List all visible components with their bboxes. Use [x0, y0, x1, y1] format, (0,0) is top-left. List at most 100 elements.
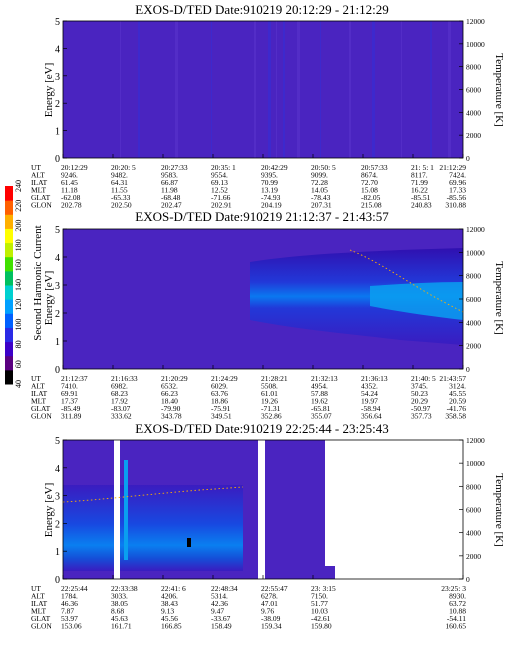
colorbar-tick-label: 140 — [14, 279, 23, 291]
orbit-cell: 14.05 — [311, 186, 328, 195]
ytick-label: 3 — [55, 492, 60, 503]
ytick-label: 1 — [55, 547, 60, 558]
orbit-cell: 53.97 — [61, 614, 78, 623]
ytick-label: 2 — [55, 309, 60, 320]
panel-2-yticks: 0 1 2 3 4 5 — [55, 225, 67, 376]
colorbar-ticks: 40 60 80 100 120 140 160 180 200 220 240 — [14, 180, 23, 388]
orbit-cell: 16.22 — [411, 186, 428, 195]
orbit-cell: 70.99 — [261, 178, 278, 187]
ytick-label: 5 — [55, 436, 60, 447]
orbit-cell: 349.51 — [211, 412, 232, 421]
y2tick-label: 6000 — [466, 506, 481, 515]
orbit-cell: 6982. — [111, 382, 128, 391]
orbit-cell: 10.88 — [449, 607, 466, 616]
orbit-row-label: ILAT — [31, 178, 48, 187]
y2tick-label: 6000 — [466, 86, 481, 95]
y2tick-label: 6000 — [466, 295, 481, 304]
orbit-cell: 158.49 — [211, 622, 232, 631]
orbit-cell: 38.05 — [111, 599, 128, 608]
orbit-cell: 57.88 — [311, 389, 328, 398]
orbit-cell: 18.86 — [211, 397, 228, 406]
orbit-cell: 45.63 — [111, 614, 128, 623]
panel-3-title: EXOS-D/TED Date:910219 22:25:44 - 23:25:… — [135, 421, 388, 436]
orbit-cell: 72.28 — [311, 178, 328, 187]
orbit-cell: 12.52 — [211, 186, 228, 195]
orbit-row-label: MLT — [31, 186, 47, 195]
panel-2: EXOS-D/TED Date:910219 21:12:37 - 21:43:… — [31, 209, 505, 421]
orbit-cell: 13.19 — [261, 186, 278, 195]
panel-2-y2ticks: 0 2000 4000 6000 8000 10000 12000 — [459, 225, 485, 374]
streak — [276, 21, 277, 158]
orbit-cell: 11.55 — [111, 186, 128, 195]
orbit-cell: 63.72 — [449, 599, 466, 608]
ytick-label: 1 — [55, 337, 60, 348]
ytick-label: 5 — [55, 17, 60, 28]
orbit-cell: 38.43 — [161, 599, 178, 608]
orbit-cell: 18.40 — [161, 397, 178, 406]
orbit-cell: 7424. — [449, 171, 466, 180]
y2tick-label: 12000 — [466, 17, 485, 26]
ytick-label: 4 — [55, 44, 60, 55]
y2tick-label: 12000 — [466, 225, 485, 234]
orbit-cell: 159.34 — [261, 622, 282, 631]
ytick-label: 4 — [55, 253, 60, 264]
orbit-cell: 8930. — [449, 592, 466, 601]
orbit-cell: 19.26 — [261, 397, 278, 406]
orbit-cell: 61.01 — [261, 389, 278, 398]
orbit-row-label: GLON — [31, 412, 52, 421]
orbit-cell: -33.67 — [211, 614, 231, 623]
orbit-row-label: ILAT — [31, 599, 48, 608]
colorbar-cell — [5, 369, 13, 385]
ytick-label: 2 — [55, 519, 60, 530]
orbit-row-label: MLT — [31, 397, 47, 406]
panel-1: EXOS-D/TED Date:910219 20:12:29 - 21:12:… — [31, 2, 505, 210]
colorbar-tick-label: 60 — [14, 360, 23, 368]
orbit-cell: 356.64 — [361, 412, 382, 421]
colorbar-cell — [5, 341, 13, 357]
colorbar-tick-label: 80 — [14, 340, 23, 348]
orbit-cell: 21: 5: 1 — [411, 163, 434, 172]
orbit-cell: 161.71 — [111, 622, 132, 631]
orbit-cell: 160.65 — [445, 622, 466, 631]
streak — [297, 21, 300, 158]
orbit-cell: -71.31 — [261, 404, 281, 413]
orbit-cell: -38.09 — [261, 614, 281, 623]
panel-2-y2label: Temperature [K] — [493, 261, 505, 334]
panel-3-spot — [187, 538, 191, 547]
colorbar-tick-label: 100 — [14, 319, 23, 331]
orbit-cell: 69.96 — [449, 178, 466, 187]
y2tick-label: 4000 — [466, 108, 481, 117]
panel-1-orbit-table: UTALTILATMLTGLATGLON20:12:299246.61.4511… — [31, 154, 466, 210]
orbit-cell: 21:20:29 — [161, 374, 188, 383]
y2tick-label: 2000 — [466, 552, 481, 561]
orbit-cell: 7.87 — [61, 607, 74, 616]
orbit-row-label: MLT — [31, 607, 47, 616]
y2tick-label: 4000 — [466, 529, 481, 538]
orbit-cell: 69.91 — [61, 389, 78, 398]
panel-3-y2ticks: 0 2000 4000 6000 8000 10000 12000 — [459, 436, 485, 584]
orbit-cell: 9.47 — [211, 607, 224, 616]
panel-3-dropout-b — [258, 440, 265, 579]
orbit-cell: 8674. — [361, 171, 378, 180]
orbit-cell: 358.58 — [445, 412, 466, 421]
streak — [430, 21, 432, 158]
orbit-cell: 17.33 — [449, 186, 466, 195]
orbit-cell: 54.24 — [361, 389, 378, 398]
y2tick-label: 0 — [466, 154, 470, 163]
orbit-cell: -85.49 — [61, 404, 81, 413]
orbit-cell: 22:33:38 — [111, 584, 138, 593]
panel-2-orbit-table: UTALTILATMLTGLATGLON21:12:377410.69.9117… — [31, 365, 466, 421]
orbit-cell: -62.08 — [61, 193, 81, 202]
y2tick-label: 8000 — [466, 482, 481, 491]
panel-3-plasma-region — [63, 485, 243, 571]
orbit-row-label: ALT — [31, 171, 45, 180]
orbit-cell: 17.92 — [111, 397, 128, 406]
orbit-cell: 72.70 — [361, 178, 378, 187]
orbit-cell: 20:57:33 — [361, 163, 388, 172]
y2tick-label: 4000 — [466, 318, 481, 327]
panel-2-ylabel: Energy [eV] — [43, 271, 55, 325]
colorbar-cell — [5, 228, 13, 244]
colorbar-label: Second Harmonic Current — [32, 225, 44, 340]
panel-1-title: EXOS-D/TED Date:910219 20:12:29 - 21:12:… — [135, 2, 388, 17]
orbit-cell: 15.08 — [361, 186, 378, 195]
